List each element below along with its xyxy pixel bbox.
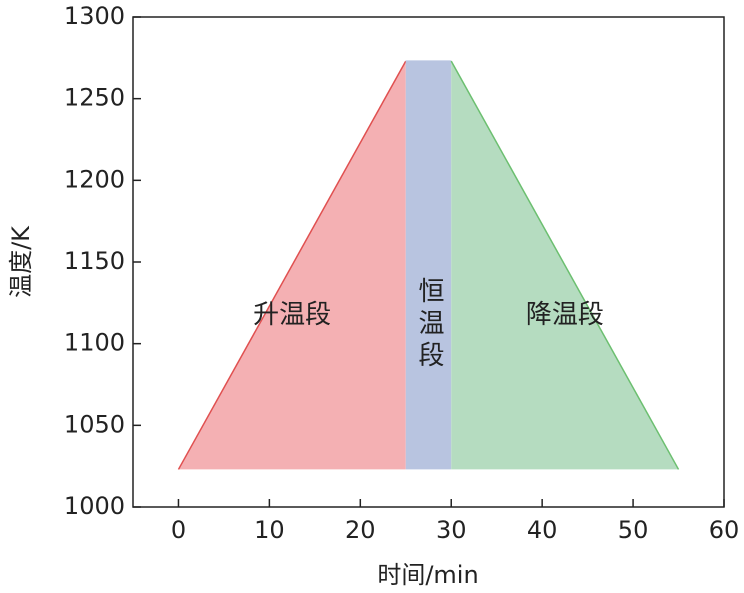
x-tick-label: 20 [345, 516, 376, 544]
x-tick-label: 50 [618, 516, 649, 544]
x-axis-label: 时间/min [377, 561, 478, 589]
area [405, 61, 452, 470]
x-tick-label: 30 [436, 516, 467, 544]
line [177, 60, 407, 470]
x-tick-label: 0 [171, 516, 186, 544]
plot-frame [132, 16, 725, 508]
area-label: 降温段 [526, 300, 604, 330]
area-label: 升温段 [253, 300, 331, 330]
y-axis-label: 温度/K [7, 225, 35, 298]
y-tick-label: 1050 [64, 410, 125, 438]
line [450, 60, 680, 470]
y-tick-label: 1150 [64, 247, 125, 275]
y-tick-label: 1100 [64, 329, 125, 357]
y-tick-label: 1000 [64, 492, 125, 520]
x-tick-label: 10 [254, 516, 285, 544]
y-tick-label: 1200 [64, 165, 125, 193]
y-tick-label: 1300 [64, 2, 125, 30]
x-tick-label: 40 [527, 516, 558, 544]
area-label: 恒温段 [414, 277, 444, 373]
x-tick-label: 60 [709, 516, 740, 544]
y-tick-label: 1250 [64, 84, 125, 112]
